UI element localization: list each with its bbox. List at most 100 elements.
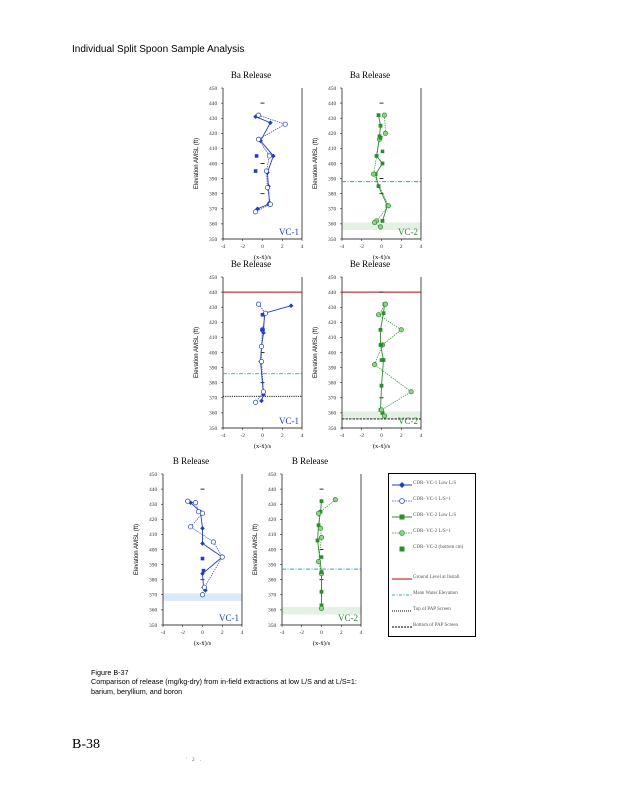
y-tick-label: 380 bbox=[209, 192, 218, 198]
x-tick-label: -2 bbox=[299, 630, 304, 636]
data-point-low bbox=[380, 161, 385, 166]
x-tick-label: -4 bbox=[340, 433, 345, 439]
data-point-ls1 bbox=[185, 498, 191, 504]
y-tick-label: 350 bbox=[328, 237, 337, 243]
y-tick-label: 360 bbox=[209, 411, 218, 417]
y-axis-label: Elevation AMSL (ft) bbox=[134, 524, 140, 575]
legend-item: Mean Water Elevation bbox=[392, 591, 458, 596]
y-tick-label: 450 bbox=[328, 86, 337, 92]
page-header: Individual Split Spoon Sample Analysis bbox=[72, 44, 245, 55]
data-point-low bbox=[203, 587, 208, 593]
x-tick-label: 2 bbox=[281, 433, 284, 439]
data-point-low bbox=[376, 113, 381, 118]
x-tick-label: 0 bbox=[380, 244, 383, 250]
x-tick-label: 2 bbox=[340, 630, 343, 636]
series-line bbox=[374, 304, 412, 417]
y-tick-label: 450 bbox=[328, 275, 337, 281]
legend-item: Ground Level at Install bbox=[392, 575, 460, 580]
y-axis-label: Elevation AMSL (ft) bbox=[194, 138, 200, 189]
data-point-low bbox=[288, 303, 294, 308]
y-tick-label: 420 bbox=[268, 517, 277, 523]
x-tick-label: 4 bbox=[360, 630, 363, 636]
data-point-low bbox=[319, 499, 324, 504]
y-tick-label: 380 bbox=[209, 381, 218, 387]
y-tick-label: 400 bbox=[209, 350, 218, 356]
data-point-low bbox=[200, 571, 205, 576]
y-tick-label: 350 bbox=[328, 426, 337, 432]
x-axis-label: (x-x̄)/s bbox=[254, 443, 272, 450]
data-point-bottom bbox=[378, 136, 383, 140]
data-point-ls1 bbox=[256, 112, 262, 118]
data-point-low bbox=[319, 603, 324, 608]
figure-caption: Figure B-37 Comparison of release (mg/kg… bbox=[91, 668, 357, 696]
chart-b-vc1: B Release 350 360 370 380 390 400 410 420 430 440… bbox=[131, 456, 251, 652]
x-tick-label: -2 bbox=[180, 630, 185, 636]
y-tick-label: 410 bbox=[209, 335, 218, 341]
data-point-ls1 bbox=[201, 584, 208, 590]
data-point-ls1 bbox=[256, 301, 262, 307]
data-point-ls1 bbox=[258, 359, 265, 365]
x-tick-label: 4 bbox=[241, 630, 244, 636]
x-tick-label: 2 bbox=[281, 244, 284, 250]
x-tick-label: -2 bbox=[240, 433, 245, 439]
data-point-bottom bbox=[200, 556, 205, 561]
data-point-low bbox=[268, 120, 273, 126]
y-tick-label: 350 bbox=[268, 623, 277, 629]
x-tick-label: 0 bbox=[201, 630, 204, 636]
well-label: VC-1 bbox=[279, 416, 299, 426]
data-point-ls1 bbox=[315, 510, 322, 516]
legend-item: CDR- VC-2 (bottom cm) bbox=[389, 544, 475, 554]
data-point-bottom bbox=[201, 568, 206, 573]
data-point-ls1 bbox=[266, 153, 272, 159]
data-point-low bbox=[200, 526, 205, 531]
legend-item: CDR- VC-1 Low L/S bbox=[389, 480, 475, 490]
x-tick-label: -2 bbox=[240, 244, 245, 250]
chart-title: Ba Release bbox=[349, 70, 391, 80]
y-tick-label: 410 bbox=[328, 335, 337, 341]
y-tick-label: 370 bbox=[328, 396, 337, 402]
series-line bbox=[255, 116, 274, 210]
y-tick-label: 440 bbox=[268, 487, 277, 493]
y-tick-label: 410 bbox=[328, 146, 337, 152]
chart-title: B Release bbox=[172, 456, 210, 466]
x-axis-label: (x-x̄)/s bbox=[373, 443, 391, 450]
y-tick-label: 360 bbox=[328, 222, 337, 228]
data-point-ls1 bbox=[375, 312, 382, 318]
y-tick-label: 390 bbox=[328, 176, 337, 182]
data-point-low bbox=[378, 123, 383, 128]
x-tick-label: 2 bbox=[400, 244, 403, 250]
y-tick-label: 380 bbox=[268, 578, 277, 584]
y-tick-label: 410 bbox=[268, 532, 277, 538]
series-line bbox=[190, 502, 224, 591]
y-tick-label: 380 bbox=[328, 381, 337, 387]
data-point-ls1 bbox=[315, 559, 322, 565]
chart-ba-vc2: Ba Release 350 360 370 380 390 400 410 420 430 44… bbox=[310, 70, 430, 266]
x-axis-label: (x-x̄)/s bbox=[194, 640, 212, 647]
well-label: VC-2 bbox=[398, 416, 418, 426]
caption-line: Comparison of release (mg/kg-dry) from i… bbox=[91, 677, 357, 687]
chart-title: B Release bbox=[291, 456, 329, 466]
chart-title: Be Release bbox=[230, 259, 272, 269]
data-point-ls1 bbox=[398, 327, 404, 333]
y-tick-label: 450 bbox=[268, 472, 277, 478]
data-point-low bbox=[381, 358, 386, 362]
y-axis-label: Elevation AMSL (ft) bbox=[313, 327, 319, 378]
data-point-low bbox=[259, 398, 264, 404]
data-point-ls1 bbox=[378, 407, 385, 413]
data-point-bottom bbox=[319, 555, 324, 559]
data-point-ls1 bbox=[317, 525, 324, 531]
y-tick-label: 440 bbox=[209, 290, 218, 296]
chart-be-vc2: Be Release 350 360 370 380 390 400 410 420 430 44… bbox=[310, 259, 430, 455]
y-tick-label: 420 bbox=[209, 131, 218, 137]
y-tick-label: 430 bbox=[328, 116, 337, 122]
well-label: VC-1 bbox=[279, 227, 299, 237]
data-point-ls1 bbox=[318, 534, 325, 540]
y-tick-label: 440 bbox=[328, 101, 337, 107]
y-tick-label: 400 bbox=[328, 350, 337, 356]
y-axis-label: Elevation AMSL (ft) bbox=[313, 138, 319, 189]
x-tick-label: -2 bbox=[359, 244, 364, 250]
data-point-ls1 bbox=[263, 168, 270, 174]
chart-title: Be Release bbox=[349, 259, 391, 269]
data-point-ls1 bbox=[188, 524, 194, 530]
y-tick-label: 450 bbox=[149, 472, 158, 478]
